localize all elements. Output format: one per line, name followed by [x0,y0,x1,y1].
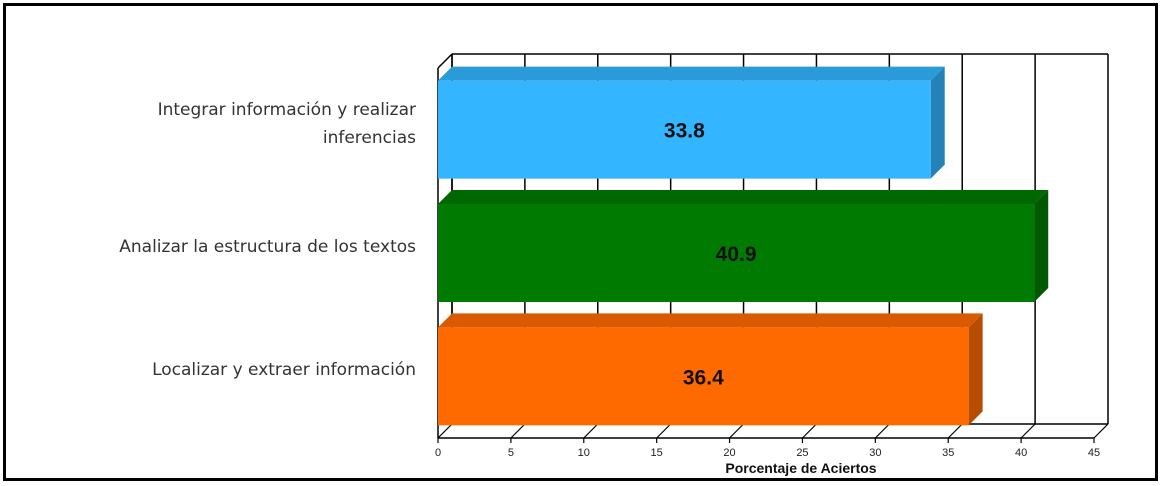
category-label: Integrar información y realizar inferenci… [16,96,416,152]
bar [438,204,1035,302]
floor-depth-line [510,423,526,439]
floor-depth-line [656,423,672,439]
bar-value-label: 40.9 [716,243,757,266]
x-axis-title: Porcentaje de Aciertos [725,460,876,476]
x-tick-label: 25 [796,447,808,459]
floor-depth-line [1093,423,1109,439]
floor-depth-line [802,423,817,439]
category-label-line: Integrar información y realizar [157,99,416,120]
x-tick-label: 35 [942,447,954,459]
category-label: Localizar y extraer información [16,356,416,384]
bar-chart: 33.8 40.9 36.4 0 5 10 15 20 25 30 35 40 45 Porcenta… [435,53,1109,476]
side-wall-top [437,53,453,69]
floor-depth-line [437,423,453,439]
floor-depth-line [1020,423,1036,439]
bar [438,80,931,179]
chart-frame: 33.8 40.9 36.4 0 5 10 15 20 25 30 35 40 45 Porcenta… [3,3,1158,481]
bar-side-face [968,313,983,426]
bar-side-face [930,66,945,179]
floor-depth-line [947,423,963,439]
bar-value-label: 36.4 [683,366,724,389]
bars-layer: 33.8 40.9 36.4 [438,66,1049,426]
x-tick-label: 20 [723,447,735,459]
x-tick-label: 30 [869,447,881,459]
floor-depth-line [729,423,744,439]
x-tick-label: 10 [578,447,590,459]
category-label-line: Localizar y extraer información [152,360,416,381]
floor-depth-line [583,423,599,439]
x-tick-label: 45 [1088,447,1100,459]
category-label: Analizar la estructura de los textos [16,233,416,261]
x-tick-label: 40 [1015,447,1027,459]
category-label-line: inferencias [322,127,416,148]
ticks-layer: 0 5 10 15 20 25 30 35 40 45 [435,438,1100,459]
x-tick-label: 15 [651,447,663,459]
bar-value-label: 33.8 [664,120,705,143]
x-tick-label: 5 [508,447,514,459]
bar-side-face [1034,190,1049,302]
bar-top-face [438,66,945,81]
floor-depth-line [874,423,890,439]
bar [438,327,969,426]
x-tick-label: 0 [435,447,441,459]
bar-top-face [438,190,1049,204]
category-label-line: Analizar la estructura de los textos [119,237,416,257]
bar-top-face [438,313,983,328]
